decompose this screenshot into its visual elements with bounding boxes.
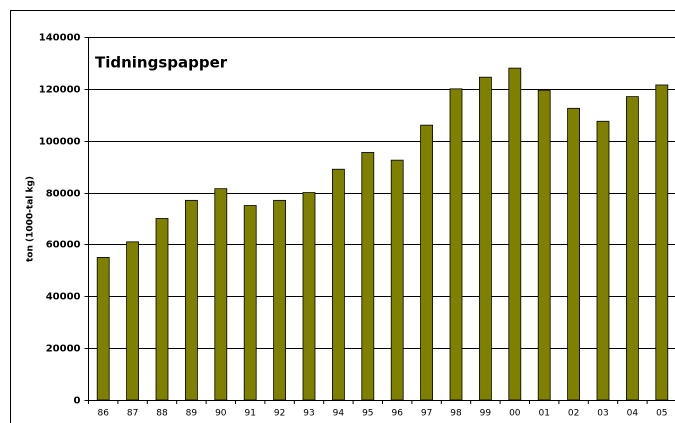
bar [655,84,669,401]
x-tick-label: 93 [303,409,314,419]
bar [449,88,463,401]
x-tick-label: 95 [362,409,373,419]
y-tick-label: 40000 [46,292,81,303]
x-tick-label: 87 [127,409,138,419]
x-tick-label: 97 [421,409,432,419]
x-tick-label: 04 [627,409,639,419]
bar [390,159,404,401]
x-tick-label: 01 [538,409,549,419]
x-tick-label: 99 [480,409,492,419]
x-tick-label: 88 [156,409,168,419]
bar [508,67,522,401]
y-tick-label: 120000 [39,85,81,96]
bar [420,124,434,401]
y-tick-label: 100000 [39,137,81,148]
bar [126,241,139,401]
bar [273,199,287,401]
bar [302,192,316,401]
y-tick-label: 140000 [39,33,81,44]
bar [243,205,257,401]
bar [596,120,610,401]
y-tick-label: 80000 [46,189,81,200]
bar [184,199,198,401]
bar [478,76,492,401]
chart-title: Tidningspapper [95,54,228,72]
bar [626,96,639,401]
bar [567,107,580,401]
x-tick-label: 02 [568,409,579,419]
x-tick-label: 89 [186,409,198,419]
x-tick-label: 00 [509,409,521,419]
x-tick-label: 92 [274,409,285,419]
bar [537,89,551,401]
y-tick-label: 60000 [46,240,81,251]
x-tick-label: 98 [450,409,462,419]
x-tick-label: 03 [597,409,608,419]
x-tick-label: 05 [656,409,667,419]
y-axis-label: ton (1000-tal kg) [26,176,36,262]
bar [96,256,110,401]
x-tick-label: 91 [244,409,255,419]
y-tick-label: 20000 [46,344,81,355]
bar [155,218,169,401]
bar [331,168,345,401]
bar [214,188,228,401]
x-tick-label: 90 [215,409,227,419]
chart-frame [10,10,675,423]
x-tick-label: 94 [333,409,345,419]
x-tick-label: 96 [391,409,403,419]
bar [361,151,375,401]
x-tick-label: 86 [97,409,109,419]
y-tick-label: 0 [74,396,81,407]
